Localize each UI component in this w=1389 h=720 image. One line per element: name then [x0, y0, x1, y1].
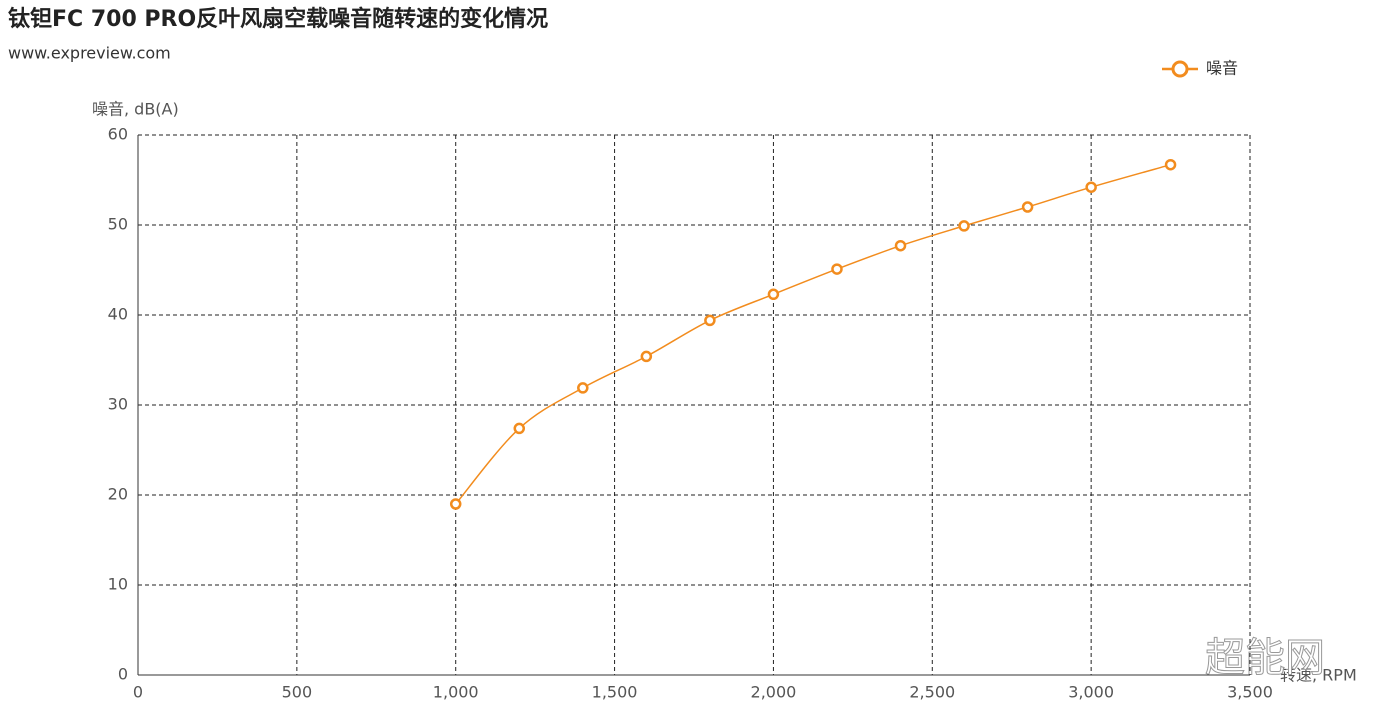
- chart-title: 钛钽FC 700 PRO反叶风扇空载噪音随转速的变化情况: [8, 6, 548, 32]
- y-tick-label: 0: [118, 665, 128, 684]
- data-point: [958, 220, 970, 232]
- y-tick-label: 10: [108, 575, 128, 594]
- data-point: [1021, 201, 1034, 213]
- x-axis-label: 转速, RPM: [1280, 666, 1357, 685]
- x-tick-label: 0: [133, 683, 143, 702]
- x-tick-label: 1,000: [433, 683, 479, 702]
- data-point: [449, 498, 462, 510]
- data-point: [704, 314, 716, 327]
- data-point: [577, 382, 589, 394]
- x-tick-label: 2,500: [909, 683, 955, 702]
- legend-label: 噪音: [1206, 59, 1238, 78]
- series-line: [455, 163, 1171, 505]
- x-tick-label: 3,500: [1227, 683, 1273, 702]
- watermark: 超能网: [1205, 635, 1325, 681]
- data-point: [831, 263, 843, 275]
- data-point: [1164, 158, 1177, 171]
- y-axis-label: 噪音, dB(A): [92, 100, 179, 119]
- data-point: [767, 288, 780, 301]
- y-tick-label: 20: [108, 485, 128, 504]
- x-tick-label: 3,000: [1068, 683, 1114, 702]
- y-tick-label: 50: [108, 215, 128, 234]
- data-point: [894, 239, 907, 252]
- x-tick-label: 2,000: [751, 683, 797, 702]
- y-tick-label: 40: [108, 305, 128, 324]
- data-point: [1085, 181, 1097, 193]
- subtitle: www.expreview.com: [8, 44, 171, 63]
- y-tick-label: 30: [108, 395, 128, 414]
- x-tick-label: 1,500: [592, 683, 638, 702]
- y-tick-label: 60: [108, 125, 128, 144]
- data-point: [640, 350, 653, 363]
- data-point: [513, 422, 526, 435]
- legend-swatch: [1171, 60, 1189, 78]
- x-tick-label: 500: [282, 683, 313, 702]
